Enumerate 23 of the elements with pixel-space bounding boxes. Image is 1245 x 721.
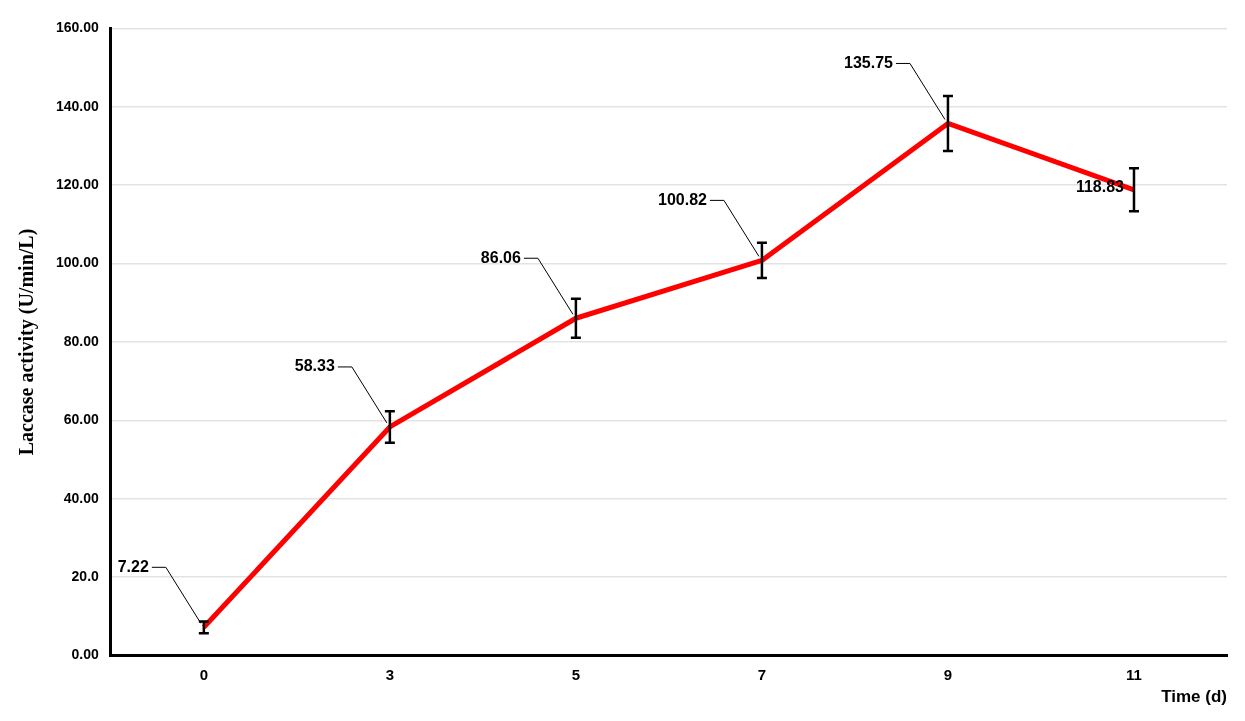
x-tick-label: 5 [571,665,581,683]
y-tick-label: 20.0 [71,568,100,585]
x-tick-label: 9 [943,665,953,683]
y-tick-label: 100.00 [55,254,100,271]
x-tick-label: 7 [757,665,767,683]
annotation: 135.75 [844,53,894,71]
y-tick-label: 80.00 [63,332,100,349]
annotation: 58.33 [294,357,335,375]
y-tick-label: 120.00 [55,176,100,193]
x-tick-label: 11 [1126,665,1142,683]
x-tick-label: 0 [199,665,209,683]
y-tick-label: 0.00 [71,646,100,663]
annotation: 100.82 [657,190,708,208]
annotation: 86.06 [480,248,521,266]
annotation: 118.83 [1075,178,1125,196]
y-tick-label: 160.00 [55,19,100,36]
y-tick-label: 60.00 [63,411,100,428]
y-tick-label: 140.00 [55,97,100,114]
x-tick-label: 3 [385,665,395,683]
annotation: 7.22 [117,557,149,575]
y-axis-title: Laccase activity (U/min/L) [15,228,39,456]
y-tick-label: 40.00 [63,489,100,506]
x-axis-title: Time (d) [1161,687,1227,707]
